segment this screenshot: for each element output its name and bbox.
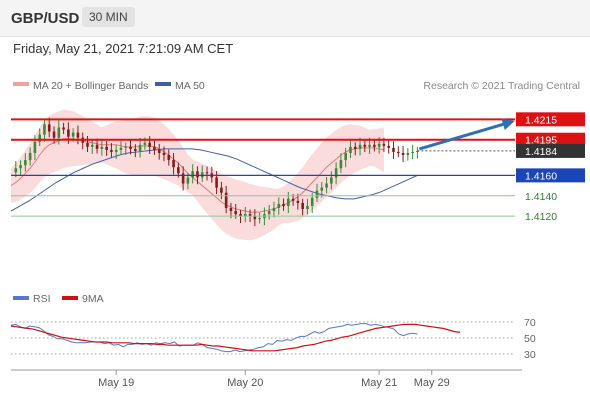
candle [229,202,233,219]
level-label-1-4120: 1.4120 [525,211,557,223]
candle [315,183,319,203]
candle [38,128,42,146]
candle [153,140,156,155]
candle [167,149,171,166]
currency-pair-title: GBP/USD [11,10,80,27]
research-credit: Research © 2021 Trading Central [423,80,580,92]
candle [277,197,281,215]
candle [282,198,285,211]
candle [344,147,348,168]
level-label-bg-1-4184 [516,143,585,158]
rsi-legend-swatch [13,296,29,300]
candle [220,181,223,200]
candle [133,144,137,158]
candle [76,125,80,145]
level-label-bg-1-4215 [516,112,585,127]
candle [392,141,395,159]
rsi-ma-line [10,323,461,352]
candle [320,181,324,198]
candle [339,153,343,173]
candle [205,166,209,181]
rsi-tick-70: 70 [524,317,536,329]
candle [353,142,357,156]
x-axis: May 19 May 20 May 21 May 29 [98,370,450,389]
candle [19,160,22,175]
level-label-1-4140: 1.4140 [525,191,557,203]
candle [90,138,94,154]
x-tick-label-may-20: May 20 [227,377,263,389]
rsi-plot: 70 50 30 [10,317,536,361]
x-tick-label-may-29: May 29 [414,377,450,389]
candle [267,205,271,220]
timeframe-badge[interactable]: 30 MIN [82,7,135,27]
rsi-ma-legend-swatch [62,296,78,300]
rsi-line [10,323,418,353]
candle [119,140,123,155]
candle [363,140,367,153]
header-bar: GBP/USD 30 MIN [0,0,590,37]
level-label-1-4160: 1.4160 [525,170,557,182]
level-label-1-4184: 1.4184 [525,146,557,158]
candle [172,153,175,175]
candle [62,122,65,135]
candle [373,139,376,152]
candle [124,142,128,155]
level-label-bg-1-4195 [516,132,585,147]
x-tick-label-may-19: May 19 [98,377,134,389]
candle [129,139,132,155]
ma20-legend-label: MA 20 + Bollinger Bands [33,80,148,92]
candle [105,141,108,156]
ma50-line [10,148,418,212]
candle [301,198,304,216]
candle [224,185,228,214]
candle [191,164,195,184]
candle [181,166,185,191]
rsi-legend-label: RSI [33,293,51,305]
x-tick-label-may-21: May 21 [361,377,397,389]
candle [243,206,247,223]
ma50-legend-label: MA 50 [175,80,205,92]
candle [296,193,300,210]
ma20-legend-swatch [13,82,29,86]
candle [325,177,328,194]
candle [258,212,261,224]
candle [157,143,161,160]
candle [330,171,333,190]
candle [14,161,18,178]
candle [272,201,276,218]
level-label-1-4215: 1.4215 [525,114,557,126]
candle [110,143,113,158]
level-label-1-4195: 1.4195 [525,135,557,147]
candle [396,146,400,158]
candle [86,135,89,153]
candle [416,146,419,159]
candle [43,118,46,142]
candle [114,144,118,159]
candle [28,147,32,166]
target-arrow [418,118,515,151]
rsi-tick-30: 30 [524,349,536,361]
candle [138,137,142,158]
candle [401,146,405,163]
candle [411,144,414,160]
candle [406,148,410,161]
timestamp: Friday, May 21, 2021 7:21:09 AM CET [13,41,234,56]
candle [387,139,391,154]
candle [162,146,166,162]
candle [334,162,338,185]
candle [47,117,51,138]
level-label-bg-1-4160 [516,168,585,183]
candle [349,139,352,159]
candle [253,209,257,227]
candle [306,198,309,215]
candle [24,153,27,172]
rsi-tick-50: 50 [524,333,536,345]
candle [95,138,99,154]
rsi-ma-legend-label: 9MA [82,293,104,305]
ma50-legend-swatch [155,82,171,86]
candle [100,140,104,156]
candle [52,126,56,144]
